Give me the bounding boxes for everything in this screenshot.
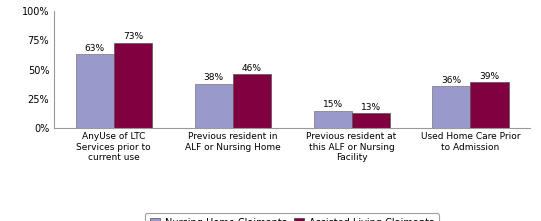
Text: 15%: 15% (322, 100, 342, 109)
Text: 36%: 36% (441, 76, 461, 85)
Text: 38%: 38% (203, 73, 224, 82)
Bar (471, 82, 509, 128)
Bar (352, 113, 390, 128)
Bar (114, 43, 152, 128)
Legend: Nursing Home Claimants, Assisted Living Claimants: Nursing Home Claimants, Assisted Living … (146, 213, 439, 221)
Text: 63%: 63% (85, 44, 105, 53)
Text: 46%: 46% (242, 64, 262, 73)
Bar (195, 84, 233, 128)
Bar (432, 86, 471, 128)
Bar (233, 74, 270, 128)
Bar (314, 110, 352, 128)
Text: 73%: 73% (123, 32, 143, 41)
Text: 13%: 13% (360, 103, 381, 112)
Text: 39%: 39% (479, 72, 499, 81)
Bar (76, 54, 114, 128)
